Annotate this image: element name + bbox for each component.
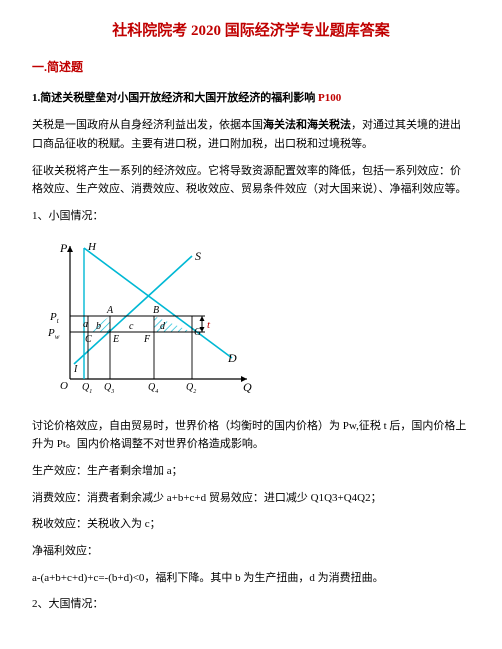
p6-pre: 消费效应：: [32, 492, 87, 504]
svg-text:D: D: [227, 351, 237, 365]
question-1-title: 1.简述关税壁垒对小国开放经济和大国开放经济的福利影响 P100: [32, 89, 470, 109]
svg-text:Q: Q: [243, 380, 252, 394]
svg-text:a: a: [83, 319, 88, 330]
svg-text:Q3: Q3: [104, 382, 114, 395]
p1-bold: 海关法和海关税法: [263, 119, 351, 131]
paragraph-3: 1、小国情况：: [32, 207, 470, 226]
p7-pre: 税收效应：: [32, 518, 87, 530]
paragraph-6: 消费效应：消费者剩余减少 a+b+c+d 贸易效应：进口减少 Q1Q3+Q4Q2…: [32, 489, 470, 508]
svg-text:Q4: Q4: [148, 382, 158, 395]
svg-text:Q2: Q2: [186, 382, 196, 395]
svg-text:H: H: [87, 241, 97, 253]
paragraph-10: 2、大国情况：: [32, 595, 470, 614]
paragraph-7: 税收效应：关税收入为 c；: [32, 515, 470, 534]
page-title: 社科院院考 2020 国际经济学专业题库答案: [32, 18, 470, 45]
q1-text: 1.简述关税壁垒对小国开放经济和大国开放经济的福利影响: [32, 92, 315, 104]
p6-text: 消费者剩余减少 a+b+c+d 贸易效应：进口减少 Q1Q3+Q4Q2；: [87, 492, 382, 504]
svg-text:B: B: [153, 305, 159, 316]
svg-text:G: G: [194, 327, 201, 338]
svg-text:t: t: [207, 319, 211, 331]
paragraph-9: a-(a+b+c+d)+c=-(b+d)<0，福利下降。其中 b 为生产扭曲，d…: [32, 569, 470, 588]
svg-text:c: c: [129, 321, 134, 332]
paragraph-4: 讨论价格效应，自由贸易时，世界价格（均衡时的国内价格）为 Pw,征税 t 后，国…: [32, 417, 470, 454]
svg-text:Pt: Pt: [49, 311, 60, 325]
svg-text:O: O: [60, 380, 68, 392]
svg-text:I: I: [73, 364, 78, 375]
svg-text:F: F: [143, 334, 151, 345]
svg-text:E: E: [112, 334, 119, 345]
chart-svg: PHSDOQPtPwQ1Q3Q4Q2ABCEFGIabcdt: [42, 234, 257, 399]
svg-text:S: S: [195, 249, 201, 263]
svg-text:A: A: [106, 305, 114, 316]
p8-pre: 净福利效应：: [32, 545, 98, 557]
p1-pre: 关税是一国政府从自身经济利益出发，依据本国: [32, 119, 263, 131]
paragraph-5: 生产效应：生产者剩余增加 a；: [32, 462, 470, 481]
svg-text:C: C: [85, 334, 92, 345]
tariff-chart: PHSDOQPtPwQ1Q3Q4Q2ABCEFGIabcdt: [42, 234, 470, 407]
p5-pre: 生产效应：: [32, 465, 87, 477]
section-header: 一.简述题: [32, 57, 470, 79]
p5-text: 生产者剩余增加 a；: [87, 465, 183, 477]
paragraph-1: 关税是一国政府从自身经济利益出发，依据本国海关法和海关税法，对通过其关境的进出口…: [32, 116, 470, 153]
svg-text:P: P: [59, 241, 68, 255]
svg-text:Pw: Pw: [47, 327, 60, 341]
svg-text:b: b: [96, 321, 101, 332]
q1-ref: P100: [315, 92, 341, 104]
paragraph-8: 净福利效应：: [32, 542, 470, 561]
p7-text: 关税收入为 c；: [87, 518, 161, 530]
svg-text:Q1: Q1: [82, 382, 92, 395]
paragraph-2: 征收关税将产生一系列的经济效应。它将导致资源配置效率的降低，包括一系列效应：价格…: [32, 162, 470, 199]
